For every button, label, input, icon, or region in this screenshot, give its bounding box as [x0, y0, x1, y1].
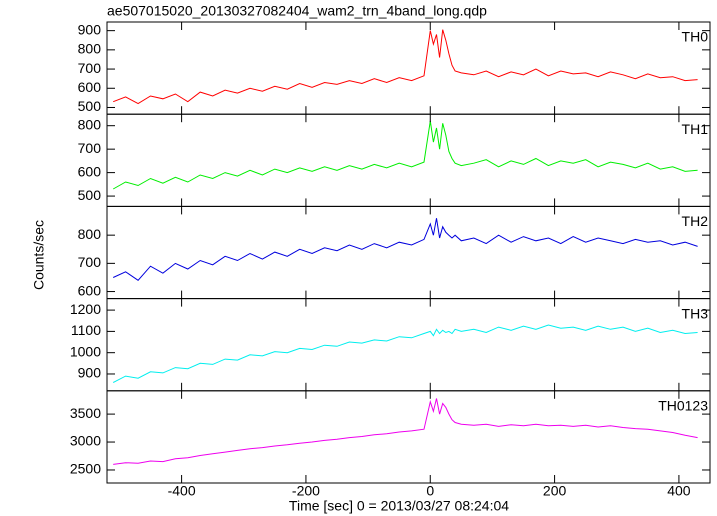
- y-tick-label: 800: [78, 116, 102, 132]
- panel-frame: [106, 113, 711, 207]
- y-tick-label: 900: [78, 365, 102, 381]
- y-tick-label: 500: [78, 187, 102, 203]
- y-tick-label: 800: [78, 226, 102, 242]
- panel-label: TH2: [682, 213, 709, 229]
- panel-frame: [106, 298, 711, 392]
- y-tick-label: 800: [78, 41, 102, 57]
- data-line: [112, 324, 698, 383]
- y-tick-label: 1100: [71, 322, 101, 338]
- y-axis-label: Counts/sec: [31, 220, 47, 290]
- panel-label: TH0: [682, 29, 709, 45]
- y-tick-label: 700: [78, 254, 102, 270]
- y-tick-label: 600: [78, 79, 102, 95]
- y-tick-label: 900: [78, 21, 102, 37]
- x-axis-label: Time [sec] 0 = 2013/03/27 08:24:04: [289, 498, 509, 514]
- y-tick-label: 2500: [70, 461, 101, 477]
- y-tick-label: 1200: [70, 301, 101, 317]
- y-tick-label: 1000: [70, 343, 101, 359]
- data-line: [112, 120, 698, 190]
- y-tick-label: 700: [78, 60, 102, 76]
- y-tick-label: 3500: [70, 405, 101, 421]
- x-tick-label: 400: [667, 483, 691, 499]
- x-tick-label: -200: [292, 483, 320, 499]
- y-tick-label: 3000: [70, 433, 101, 449]
- data-line: [112, 218, 698, 281]
- x-tick-label: 200: [543, 483, 567, 499]
- y-tick-label: 600: [78, 163, 102, 179]
- panel-frame: [106, 205, 711, 300]
- panel-label: TH1: [682, 121, 709, 137]
- data-line: [113, 398, 698, 465]
- panel-frame: [106, 21, 711, 115]
- x-tick-label: -400: [168, 483, 196, 499]
- y-tick-label: 500: [78, 98, 102, 114]
- y-tick-label: 700: [78, 140, 102, 156]
- panel-label: TH3: [682, 305, 709, 321]
- panel-frame: [106, 390, 711, 484]
- y-tick-label: 600: [78, 282, 102, 298]
- data-line: [113, 29, 698, 105]
- panel-label: TH0123: [658, 398, 708, 414]
- chart-title: ae507015020_20130327082404_wam2_trn_4ban…: [107, 3, 487, 19]
- x-tick-label: 0: [426, 483, 434, 499]
